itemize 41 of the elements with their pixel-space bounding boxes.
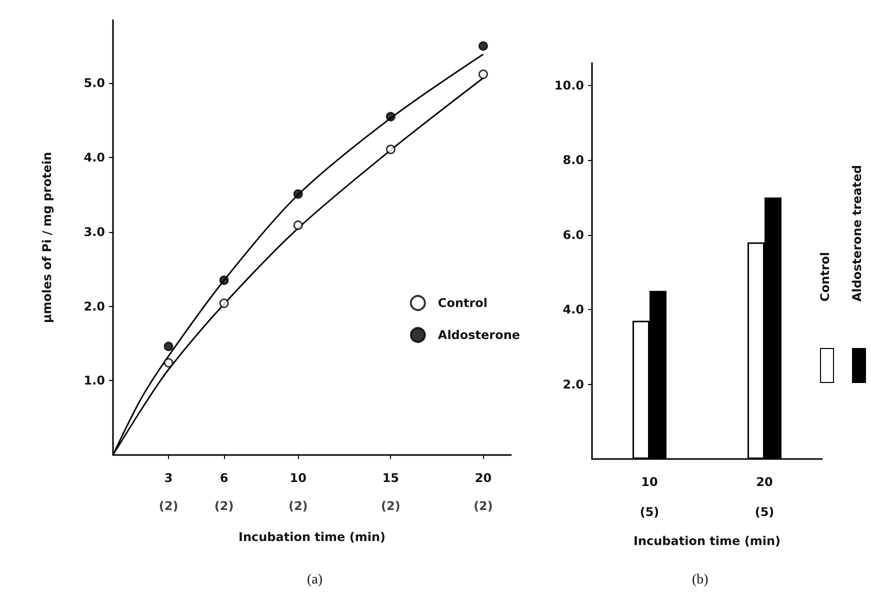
y-tick-label: 3.0 — [84, 224, 105, 239]
text: Aldosterone treated — [850, 165, 864, 302]
point — [386, 144, 396, 154]
point — [478, 41, 488, 51]
point — [478, 70, 488, 80]
text: (b) — [692, 572, 709, 588]
x-tick-label: 15 — [382, 471, 400, 485]
x-tick-label: 20 — [474, 471, 492, 485]
point — [293, 220, 303, 230]
y-tick-label: 1.0 — [84, 374, 105, 388]
y-tick-label: 2.0 — [562, 377, 584, 392]
x-axis-title: Incubation time (min) — [238, 530, 386, 544]
point — [293, 189, 303, 199]
y-tick-label: 10.0 — [554, 78, 584, 92]
legend-label: Control — [438, 296, 488, 310]
text: (2) — [158, 499, 178, 513]
x-tick-label: 10 — [290, 471, 306, 485]
text: (2) — [214, 499, 234, 513]
x-tick-label: 3 — [164, 471, 173, 485]
text: (a) — [307, 572, 323, 588]
y-tick-label: 2.0 — [84, 299, 105, 314]
point — [164, 358, 174, 368]
text: Control — [818, 252, 832, 302]
y-tick-label: 8.0 — [562, 153, 584, 168]
y-tick-label: 6.0 — [562, 228, 584, 242]
y-axis-title: μmoles of Pi / mg protein — [40, 152, 54, 323]
category-label: 20 (5) — [754, 475, 774, 519]
point — [219, 298, 229, 308]
point — [164, 342, 174, 352]
point — [219, 276, 229, 286]
text: (2) — [474, 499, 493, 513]
y-tick-label: 5.0 — [84, 76, 105, 90]
category-label: 10 (5) — [640, 475, 660, 519]
x-axis-title: Incubation time (min) — [634, 534, 780, 548]
y-tick-label: 4.0 — [84, 150, 105, 165]
text: (2) — [288, 499, 308, 513]
legend-label: Aldosterone — [438, 328, 520, 342]
y-tick-label: 4.0 — [562, 302, 584, 317]
text: (2) — [381, 499, 400, 513]
point — [386, 112, 396, 122]
x-tick-label: 6 — [220, 471, 228, 485]
